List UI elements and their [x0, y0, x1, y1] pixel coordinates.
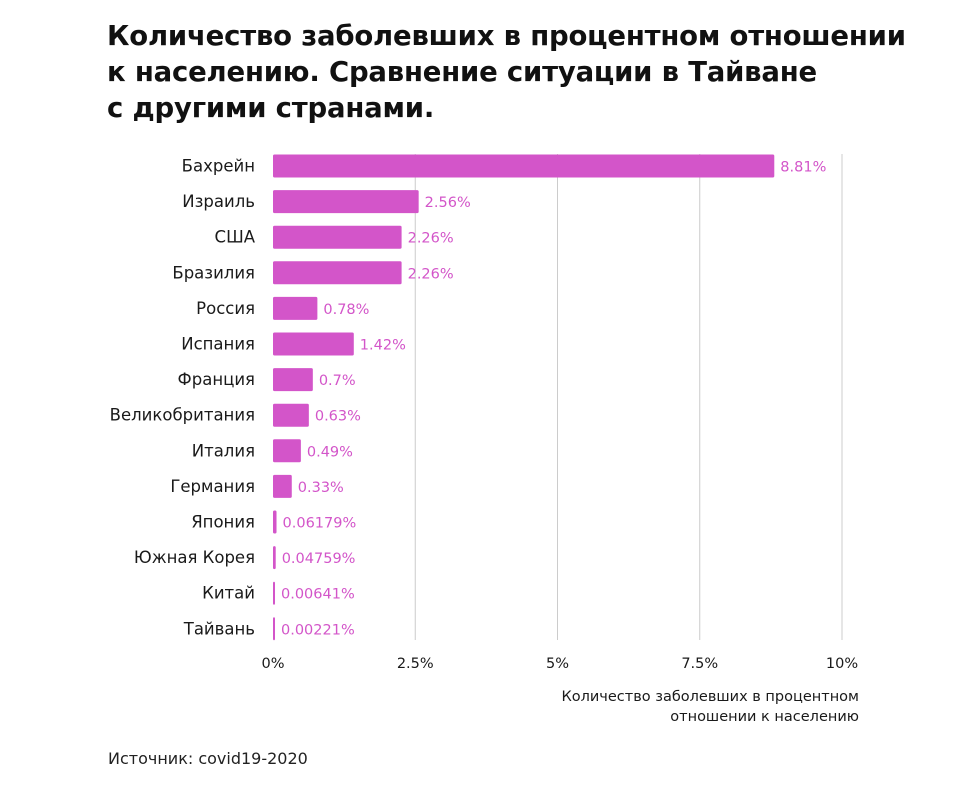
category-label: Бразилия: [172, 263, 255, 282]
chart-title-line-1: Количество заболевших в процентном отнош…: [107, 20, 906, 52]
value-label: 2.26%: [408, 266, 454, 282]
category-label: Южная Корея: [134, 548, 255, 567]
bar: [273, 296, 318, 320]
x-tick-label: 0%: [261, 656, 284, 672]
category-label: Германия: [170, 477, 255, 496]
x-tick-label: 7.5%: [681, 656, 718, 672]
value-label: 0.00641%: [281, 587, 355, 603]
category-label: Япония: [191, 513, 255, 532]
value-label: 0.33%: [298, 480, 344, 496]
bar: [273, 368, 313, 392]
value-label: 0.49%: [307, 444, 353, 460]
bar: [273, 510, 277, 534]
value-label: 2.26%: [408, 231, 454, 247]
value-label: 0.78%: [323, 302, 369, 318]
value-label: 0.63%: [315, 409, 361, 425]
category-label: Китай: [202, 584, 255, 603]
bar: [273, 403, 309, 427]
x-tick-label: 10%: [826, 656, 858, 672]
x-tick-label: 2.5%: [397, 656, 434, 672]
value-label: 8.81%: [780, 160, 826, 176]
bar: [273, 546, 276, 570]
chart-title-line-2: к населению. Сравнение ситуации в Тайван…: [107, 56, 817, 88]
x-tick-label: 5%: [546, 656, 569, 672]
bar: [273, 332, 354, 356]
value-label: 1.42%: [360, 338, 406, 354]
chart-title: Количество заболевших в процентном отнош…: [107, 18, 907, 126]
bar: [273, 190, 419, 214]
value-label: 0.00221%: [281, 622, 355, 638]
category-label: Израиль: [182, 192, 255, 211]
value-label: 2.56%: [425, 195, 471, 211]
bar: [273, 154, 775, 178]
x-axis-label: Количество заболевших в процентном: [561, 689, 859, 705]
chart-title-line-3: с другими странами.: [107, 92, 435, 124]
bar: [273, 261, 402, 285]
bar: [273, 617, 275, 641]
category-label: Россия: [196, 299, 255, 318]
category-label: США: [215, 228, 256, 247]
value-label: 0.06179%: [283, 516, 357, 532]
category-label: Тайвань: [183, 619, 255, 638]
category-label: Бахрейн: [182, 157, 255, 176]
bar: [273, 474, 292, 498]
value-label: 0.7%: [319, 373, 356, 389]
bar: [273, 225, 402, 249]
category-label: Италия: [192, 441, 255, 460]
x-axis-label: отношении к населению: [670, 709, 859, 725]
category-label: Франция: [178, 370, 255, 389]
category-label: Испания: [181, 335, 255, 354]
bar: [273, 439, 301, 463]
source-note: Источник: covid19-2020: [108, 749, 308, 768]
value-label: 0.04759%: [282, 551, 356, 567]
bar: [273, 581, 275, 605]
category-label: Великобритания: [110, 406, 255, 425]
